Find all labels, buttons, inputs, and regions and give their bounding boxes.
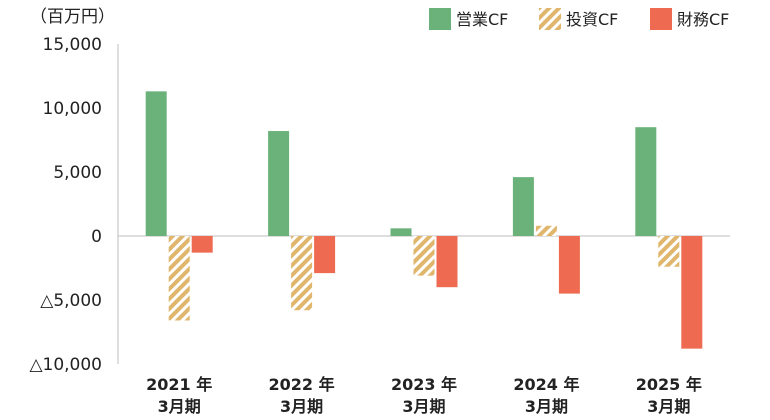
category-year-label: 2024 年 [513,375,579,394]
y-tick-label: 10,000 [43,99,102,119]
bars [145,91,703,349]
legend-label-1: 営業CF [456,10,508,29]
category-period-label: 3月期 [402,397,445,416]
y-tick-label: 0 [91,227,102,247]
category-year-label: 2023 年 [391,375,457,394]
bar-2-2 [291,236,313,311]
category-period-label: 3月期 [525,397,568,416]
bar-3-2 [314,236,336,274]
bar-2-4 [535,225,557,236]
legend-swatch-3 [650,8,672,30]
legend-swatch-2 [539,8,561,30]
category-labels: 2021 年 3月期 2022 年 3月期 2023 年 3月期 2024 年 3月期 2025… [146,375,702,416]
category-period-label: 3月期 [647,397,690,416]
bar-2-5 [658,236,680,267]
y-tick-label: 5,000 [53,163,102,183]
legend-label-3: 財務CF [677,10,729,29]
legend-swatch-1 [429,8,451,30]
bar-2-1 [168,236,190,321]
bar-3-4 [558,236,580,294]
axis: 15,000 10,000 5,000 0 △5,000 △10,000 [29,35,730,375]
y-tick-label: 15,000 [43,35,102,55]
y-tick-label: △5,000 [40,291,102,311]
bar-3-1 [191,236,213,253]
bar-1-2 [268,131,290,236]
bar-2-3 [413,236,435,276]
category-year-label: 2025 年 [636,375,702,394]
bar-3-5 [681,236,703,349]
legend-label-2: 投資CF [566,10,618,29]
bar-1-4 [512,177,534,236]
unit-label: （百万円） [30,7,115,27]
category-year-label: 2021 年 [146,375,212,394]
bar-1-1 [145,91,167,236]
bar-1-5 [635,127,657,236]
category-year-label: 2022 年 [269,375,335,394]
y-tick-label: △10,000 [29,355,102,375]
bar-3-3 [436,236,458,288]
legend: 営業CF 投資CF 財務CF [429,8,729,30]
bar-1-3 [390,228,412,236]
category-period-label: 3月期 [280,397,323,416]
category-period-label: 3月期 [158,397,201,416]
